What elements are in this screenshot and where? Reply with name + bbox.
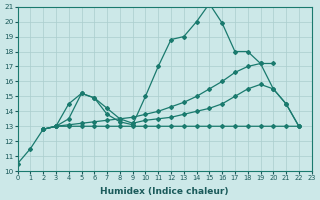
X-axis label: Humidex (Indice chaleur): Humidex (Indice chaleur) [100, 187, 229, 196]
